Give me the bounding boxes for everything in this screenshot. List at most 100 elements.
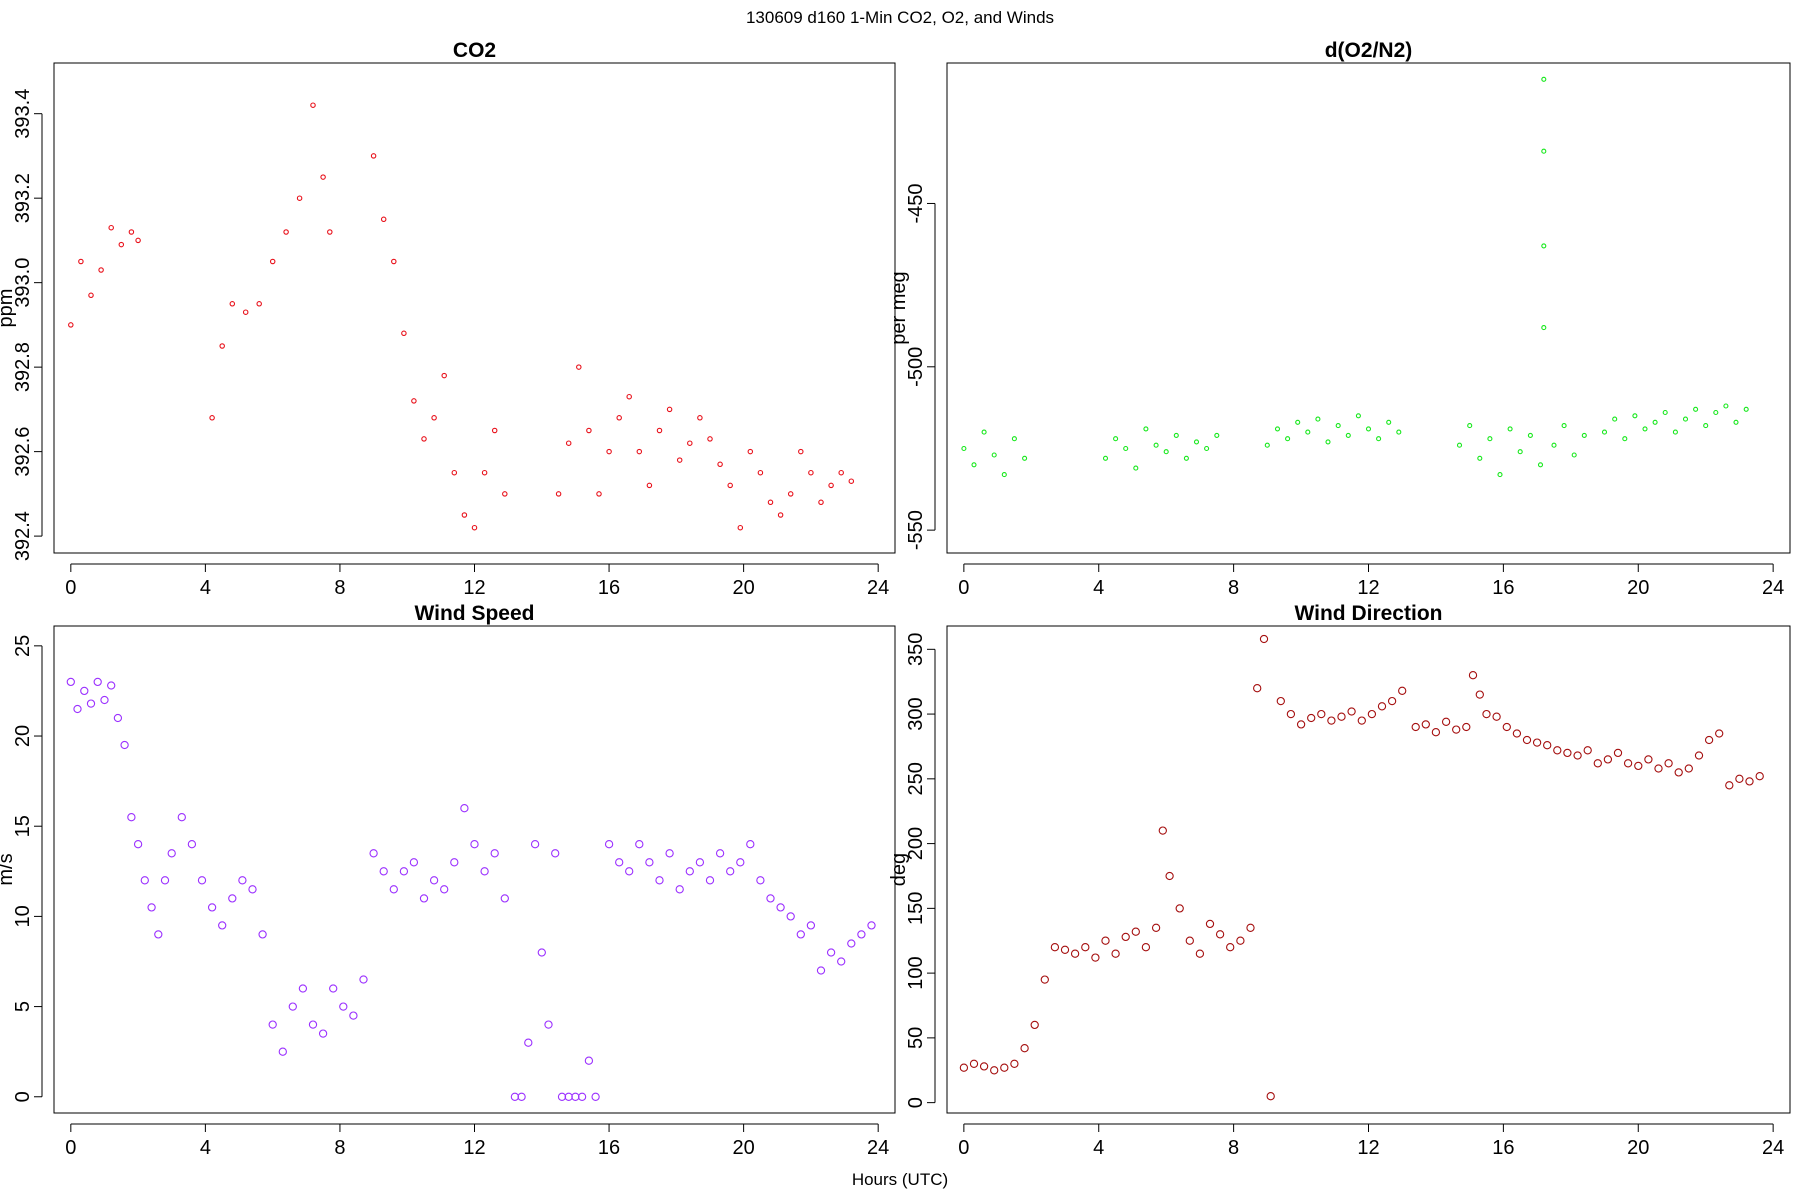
data-point	[1070, 949, 1080, 958]
x-tick-label: 12	[463, 1137, 485, 1159]
data-point	[808, 469, 814, 476]
data-point	[837, 957, 846, 966]
data-point	[695, 858, 705, 867]
data-point	[318, 1029, 328, 1038]
data-point	[1482, 709, 1491, 719]
data-point	[717, 461, 723, 468]
x-tick-label: 16	[598, 577, 620, 599]
panel-title: Wind Speed	[415, 602, 535, 625]
y-tick-label: 15	[12, 815, 34, 837]
data-point	[1315, 416, 1321, 422]
data-point	[1735, 774, 1744, 783]
data-point	[1644, 755, 1653, 764]
data-point	[818, 499, 824, 506]
data-point	[329, 984, 338, 993]
figure-xlabel: Hours (UTC)	[852, 1170, 948, 1189]
data-point	[1151, 923, 1161, 932]
x-tick-label: 20	[1627, 577, 1649, 599]
figure-title: 130609 d160 1-Min CO2, O2, and Winds	[746, 8, 1054, 27]
data-point	[1317, 709, 1326, 719]
data-point	[777, 512, 784, 518]
x-tick-label: 0	[958, 1137, 969, 1159]
data-point	[1593, 759, 1602, 768]
data-point	[1367, 709, 1377, 719]
data-point	[1010, 1059, 1019, 1068]
data-point	[197, 876, 207, 885]
data-point	[635, 840, 644, 849]
data-point	[727, 482, 733, 489]
x-tick-label: 12	[463, 577, 485, 599]
data-point	[1622, 436, 1628, 442]
data-point	[1091, 953, 1100, 962]
data-point	[1296, 720, 1306, 729]
data-point	[1377, 702, 1387, 711]
y-tick-label: -450	[905, 183, 927, 223]
data-point	[1664, 759, 1673, 768]
data-point	[1121, 932, 1130, 942]
data-point	[1468, 671, 1478, 680]
y-axis-label: m/s	[0, 853, 17, 885]
data-point	[1226, 943, 1235, 952]
data-point	[757, 469, 764, 476]
data-point	[1543, 741, 1552, 750]
data-point	[537, 948, 546, 957]
data-point	[461, 512, 468, 518]
data-point	[564, 1092, 573, 1101]
panel-3: Wind Speed 0 4 8 12 16 20 24 0 5 10 15 20 25 m/s	[0, 602, 896, 1159]
data-point	[86, 699, 96, 708]
data-point	[207, 903, 217, 912]
data-point	[1573, 751, 1582, 760]
data-point	[1143, 426, 1149, 432]
data-point	[1131, 927, 1140, 936]
data-point	[969, 1059, 979, 1068]
data-point	[1561, 423, 1567, 429]
data-point	[391, 258, 397, 265]
data-point	[359, 975, 368, 984]
data-point	[1541, 243, 1547, 249]
data-point	[440, 885, 449, 894]
data-point	[471, 524, 478, 531]
data-point	[655, 876, 664, 885]
data-point	[510, 1092, 520, 1101]
data-point	[128, 229, 135, 235]
data-point	[1276, 696, 1285, 706]
data-point	[411, 398, 417, 404]
y-tick-label: 393.4	[12, 89, 34, 139]
data-point	[645, 858, 654, 867]
data-point	[401, 330, 407, 337]
data-point	[726, 867, 735, 876]
data-point	[1285, 436, 1291, 442]
data-point	[107, 681, 116, 690]
data-point	[1102, 455, 1109, 461]
data-point	[961, 445, 967, 452]
data-point	[656, 427, 663, 434]
data-point	[707, 436, 713, 442]
panel-title: d(O2/N2)	[1325, 39, 1413, 62]
x-tick-label: 4	[1093, 577, 1104, 599]
data-point	[1527, 432, 1533, 438]
data-point	[1153, 442, 1159, 448]
x-tick-label: 24	[867, 1137, 889, 1159]
y-tick-label: 200	[905, 827, 927, 860]
x-tick-label: 8	[334, 1137, 345, 1159]
plot-frame	[946, 625, 1791, 1114]
data-point	[555, 491, 562, 497]
data-point	[1060, 945, 1070, 954]
data-point	[298, 984, 308, 993]
data-point	[747, 448, 754, 455]
data-point	[746, 840, 755, 849]
data-point	[502, 491, 508, 497]
data-point	[218, 921, 227, 930]
data-point	[1571, 452, 1577, 458]
data-point	[1286, 709, 1296, 719]
data-point	[1642, 426, 1648, 432]
data-point	[1632, 413, 1638, 419]
data-point	[676, 457, 683, 463]
data-point	[1050, 943, 1060, 952]
data-point	[256, 301, 262, 307]
data-point	[1193, 439, 1200, 445]
data-point	[1713, 409, 1719, 416]
y-tick-label: 100	[905, 956, 927, 989]
data-point	[675, 885, 684, 894]
data-point	[1612, 416, 1618, 422]
